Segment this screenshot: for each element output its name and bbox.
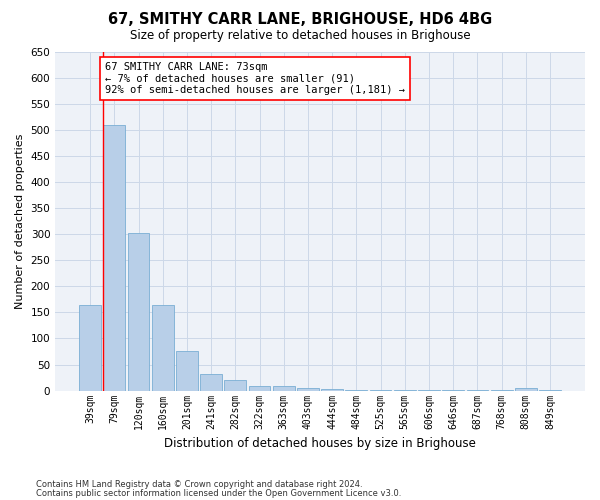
Bar [297,388,319,390]
Bar [176,351,198,391]
Bar [224,380,246,390]
Bar [515,388,537,390]
Bar [248,386,271,390]
Bar [128,233,149,390]
Y-axis label: Number of detached properties: Number of detached properties [15,134,25,309]
Text: Contains HM Land Registry data © Crown copyright and database right 2024.: Contains HM Land Registry data © Crown c… [36,480,362,489]
Text: Size of property relative to detached houses in Brighouse: Size of property relative to detached ho… [130,29,470,42]
Text: 67, SMITHY CARR LANE, BRIGHOUSE, HD6 4BG: 67, SMITHY CARR LANE, BRIGHOUSE, HD6 4BG [108,12,492,28]
Bar [200,374,222,390]
X-axis label: Distribution of detached houses by size in Brighouse: Distribution of detached houses by size … [164,437,476,450]
Bar [273,386,295,390]
Text: Contains public sector information licensed under the Open Government Licence v3: Contains public sector information licen… [36,489,401,498]
Bar [103,124,125,390]
Bar [152,304,173,390]
Bar [79,304,101,390]
Text: 67 SMITHY CARR LANE: 73sqm
← 7% of detached houses are smaller (91)
92% of semi-: 67 SMITHY CARR LANE: 73sqm ← 7% of detac… [105,62,405,95]
Bar [321,389,343,390]
